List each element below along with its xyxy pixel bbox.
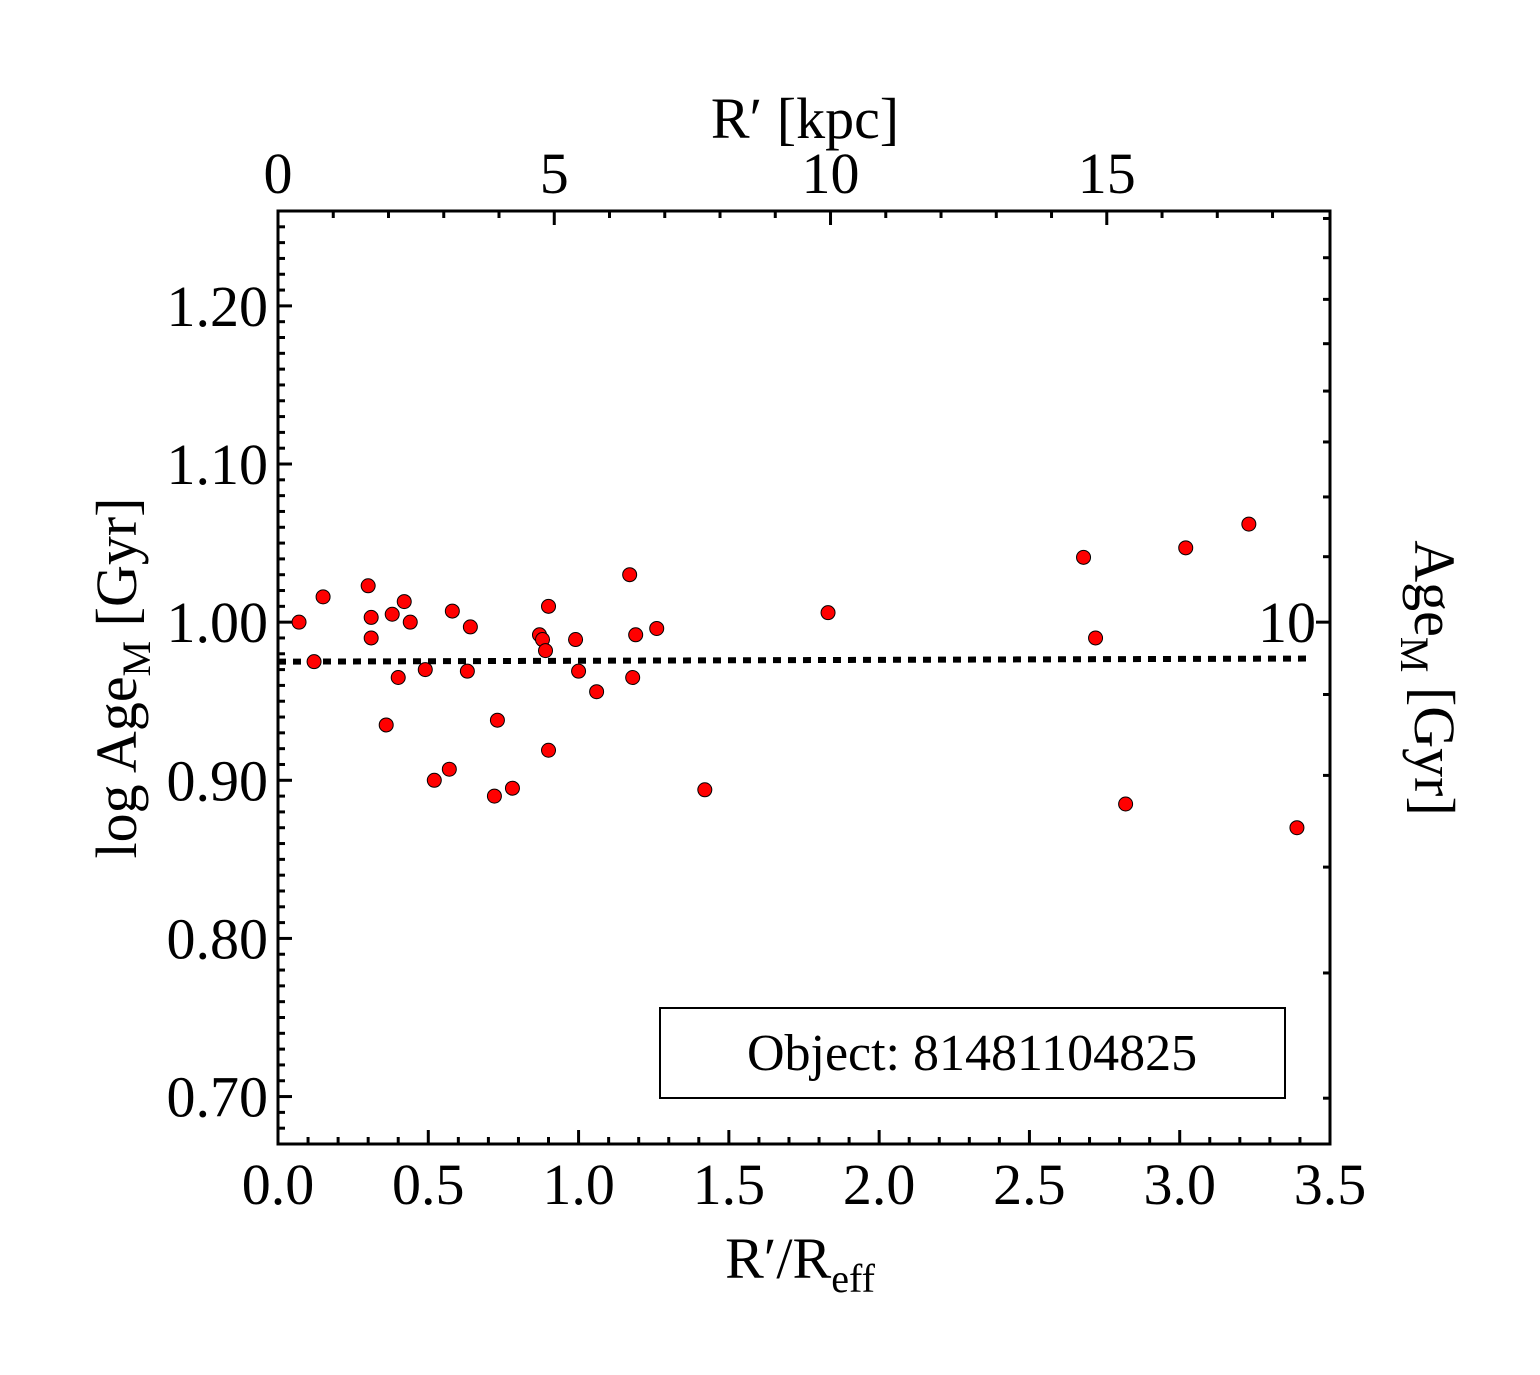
- y-tick-label: 1.00: [167, 590, 269, 655]
- data-point: [649, 620, 665, 636]
- annotation-text: Object: 81481104825: [747, 1025, 1197, 1082]
- y-axis-title-main: log Age: [84, 676, 149, 858]
- x-tick-label: 2.5: [993, 1152, 1066, 1217]
- y-tick-labels: 0.70 0.80 0.90 1.00 1.10 1.20: [167, 274, 269, 1130]
- data-point: [489, 712, 505, 728]
- x-tick-label: 3.5: [1294, 1152, 1367, 1217]
- y-axis-title: log AgeM [Gyr]: [84, 498, 159, 859]
- x-tick-label: 1.0: [542, 1152, 615, 1217]
- data-point: [625, 670, 641, 685]
- annotation-box: Object: 81481104825: [659, 1007, 1286, 1099]
- trend-lines: [277, 655, 1312, 665]
- top-x-tick-label: 0: [264, 141, 293, 206]
- top-x-tick-label: 10: [802, 141, 860, 206]
- data-point: [417, 662, 433, 678]
- data-point: [402, 614, 418, 630]
- dotted-reference-line: [277, 655, 1312, 665]
- x-tick-label: 0.5: [392, 1152, 465, 1217]
- data-point: [541, 598, 557, 614]
- x-tick-label: 3.0: [1143, 1152, 1216, 1217]
- data-point: [426, 772, 442, 788]
- data-point: [459, 663, 475, 679]
- data-point: [396, 594, 412, 610]
- x-tick-label: 2.0: [843, 1152, 916, 1217]
- data-point: [628, 627, 644, 643]
- data-point: [363, 630, 379, 646]
- data-point: [571, 663, 587, 679]
- right-y-tick-label: 10: [1258, 590, 1316, 655]
- y-tick-label: 0.80: [167, 906, 269, 971]
- top-x-axis-title: R′ [kpc]: [711, 86, 899, 151]
- data-point: [360, 578, 376, 594]
- plot-frame: [276, 209, 1332, 1146]
- x-tick-label: 1.5: [693, 1152, 766, 1217]
- data-point: [1118, 796, 1134, 812]
- x-axis-title: R′/Reff: [725, 1226, 876, 1301]
- data-point: [1241, 516, 1257, 532]
- right-y-tick-labels: 10: [1258, 590, 1316, 655]
- right-y-axis-title-main: Age: [1402, 540, 1467, 637]
- data-point: [589, 684, 605, 700]
- top-x-tick-label: 5: [540, 141, 569, 206]
- data-point: [390, 670, 406, 685]
- y-tick-label: 1.10: [167, 432, 269, 497]
- data-point: [538, 643, 554, 659]
- data-point: [697, 782, 713, 798]
- x-tick-labels: 0.0 0.5 1.0 1.5 2.0 2.5 3.0 3.5: [242, 1152, 1367, 1217]
- data-point: [504, 780, 520, 796]
- y-tick-label: 1.20: [167, 274, 269, 339]
- y-axis-title-sub: M: [114, 641, 159, 677]
- data-point: [378, 717, 394, 733]
- data-point: [444, 603, 460, 619]
- right-y-axis-title: AgeM [Gyr]: [1392, 540, 1467, 816]
- x-tick-label: 0.0: [242, 1152, 315, 1217]
- data-point: [315, 589, 331, 605]
- x-axis-title-sub: eff: [831, 1256, 875, 1301]
- y-axis-title-unit: [Gyr]: [84, 498, 149, 641]
- right-y-axis-title-unit: [Gyr]: [1402, 672, 1467, 815]
- data-point: [1178, 540, 1194, 556]
- top-x-tick-labels: 0 5 10 15: [264, 141, 1136, 206]
- data-point: [291, 614, 307, 630]
- data-point: [1088, 630, 1104, 646]
- y-tick-label: 0.70: [167, 1065, 269, 1130]
- data-point: [486, 788, 502, 804]
- data-point: [622, 567, 638, 583]
- data-point: [306, 654, 322, 670]
- data-point: [462, 619, 478, 635]
- data-points: [291, 516, 1305, 836]
- x-axis-title-main: R′/R: [725, 1226, 831, 1291]
- data-point: [1076, 549, 1092, 565]
- data-point: [568, 632, 584, 648]
- data-point: [384, 606, 400, 622]
- top-x-tick-label: 15: [1078, 141, 1136, 206]
- data-point: [820, 605, 836, 621]
- data-point: [541, 742, 557, 758]
- data-point: [1289, 820, 1305, 836]
- axis-ticks: [276, 211, 1332, 1144]
- y-tick-label: 0.90: [167, 748, 269, 813]
- data-point: [363, 609, 379, 625]
- annotation-frame: [659, 1007, 1286, 1099]
- right-y-axis-title-sub: M: [1392, 637, 1437, 673]
- data-point: [441, 761, 457, 777]
